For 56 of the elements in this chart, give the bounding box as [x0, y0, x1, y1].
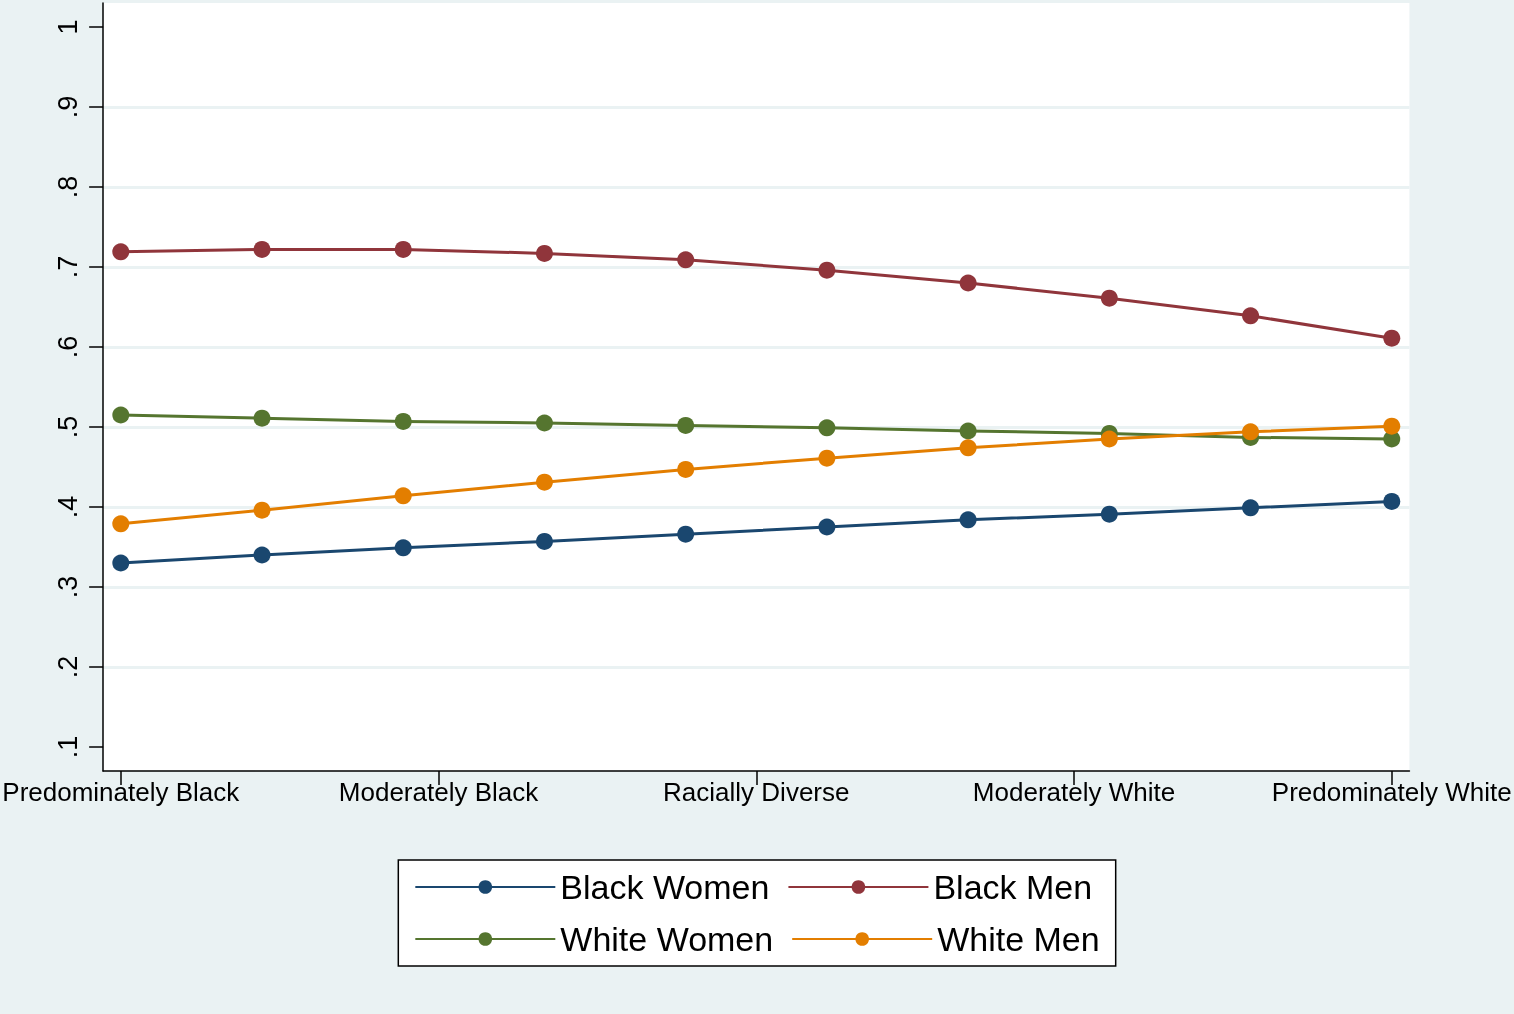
point [818, 518, 836, 536]
x-tick-label: Racially Diverse [663, 777, 850, 807]
point [959, 439, 977, 457]
y-tick-label: .3 [52, 575, 83, 599]
point [959, 511, 977, 529]
y-tick-label: .8 [52, 175, 83, 199]
legend-label: Black Women [560, 868, 770, 906]
legend-label: Black Men [933, 868, 1093, 906]
y-tick-label: .6 [52, 335, 83, 359]
x-tick-label: Predominately White [1271, 777, 1512, 807]
y-tick-label: 1 [52, 19, 83, 35]
point [1383, 417, 1401, 435]
y-tick-label: .7 [52, 255, 83, 279]
legend-label: White Men [937, 920, 1100, 958]
point [1383, 492, 1401, 510]
point [253, 501, 271, 519]
point [1242, 423, 1260, 441]
point [818, 449, 836, 467]
point [394, 240, 412, 258]
y-tick-label: .5 [52, 415, 83, 439]
point [1242, 307, 1260, 325]
point [1383, 329, 1401, 347]
point [959, 422, 977, 440]
y-tick-label: .1 [52, 735, 83, 759]
point [677, 460, 695, 478]
point [394, 412, 412, 430]
point [677, 251, 695, 269]
point [535, 414, 553, 432]
point [818, 261, 836, 279]
point [535, 244, 553, 262]
point [112, 515, 130, 533]
x-tick-label: Predominately Black [2, 777, 241, 807]
x-tick-label: Moderately Black [338, 777, 540, 807]
point [394, 487, 412, 505]
point [253, 409, 271, 427]
point [253, 240, 271, 258]
point [535, 473, 553, 491]
point [677, 416, 695, 434]
x-tick-label: Moderately White [972, 777, 1176, 807]
point [818, 419, 836, 437]
point [112, 406, 130, 424]
point [394, 539, 412, 557]
point [1100, 505, 1118, 523]
point [112, 554, 130, 572]
point [112, 243, 130, 261]
point [1242, 499, 1260, 517]
point [1100, 430, 1118, 448]
point [1100, 289, 1118, 307]
point [535, 532, 553, 550]
y-tick-label: .9 [52, 95, 83, 119]
point [959, 274, 977, 292]
point [253, 546, 271, 564]
point [677, 525, 695, 543]
y-tick-label: .2 [52, 655, 83, 679]
legend-label: White Women [560, 920, 774, 958]
y-tick-label: .4 [52, 495, 83, 519]
